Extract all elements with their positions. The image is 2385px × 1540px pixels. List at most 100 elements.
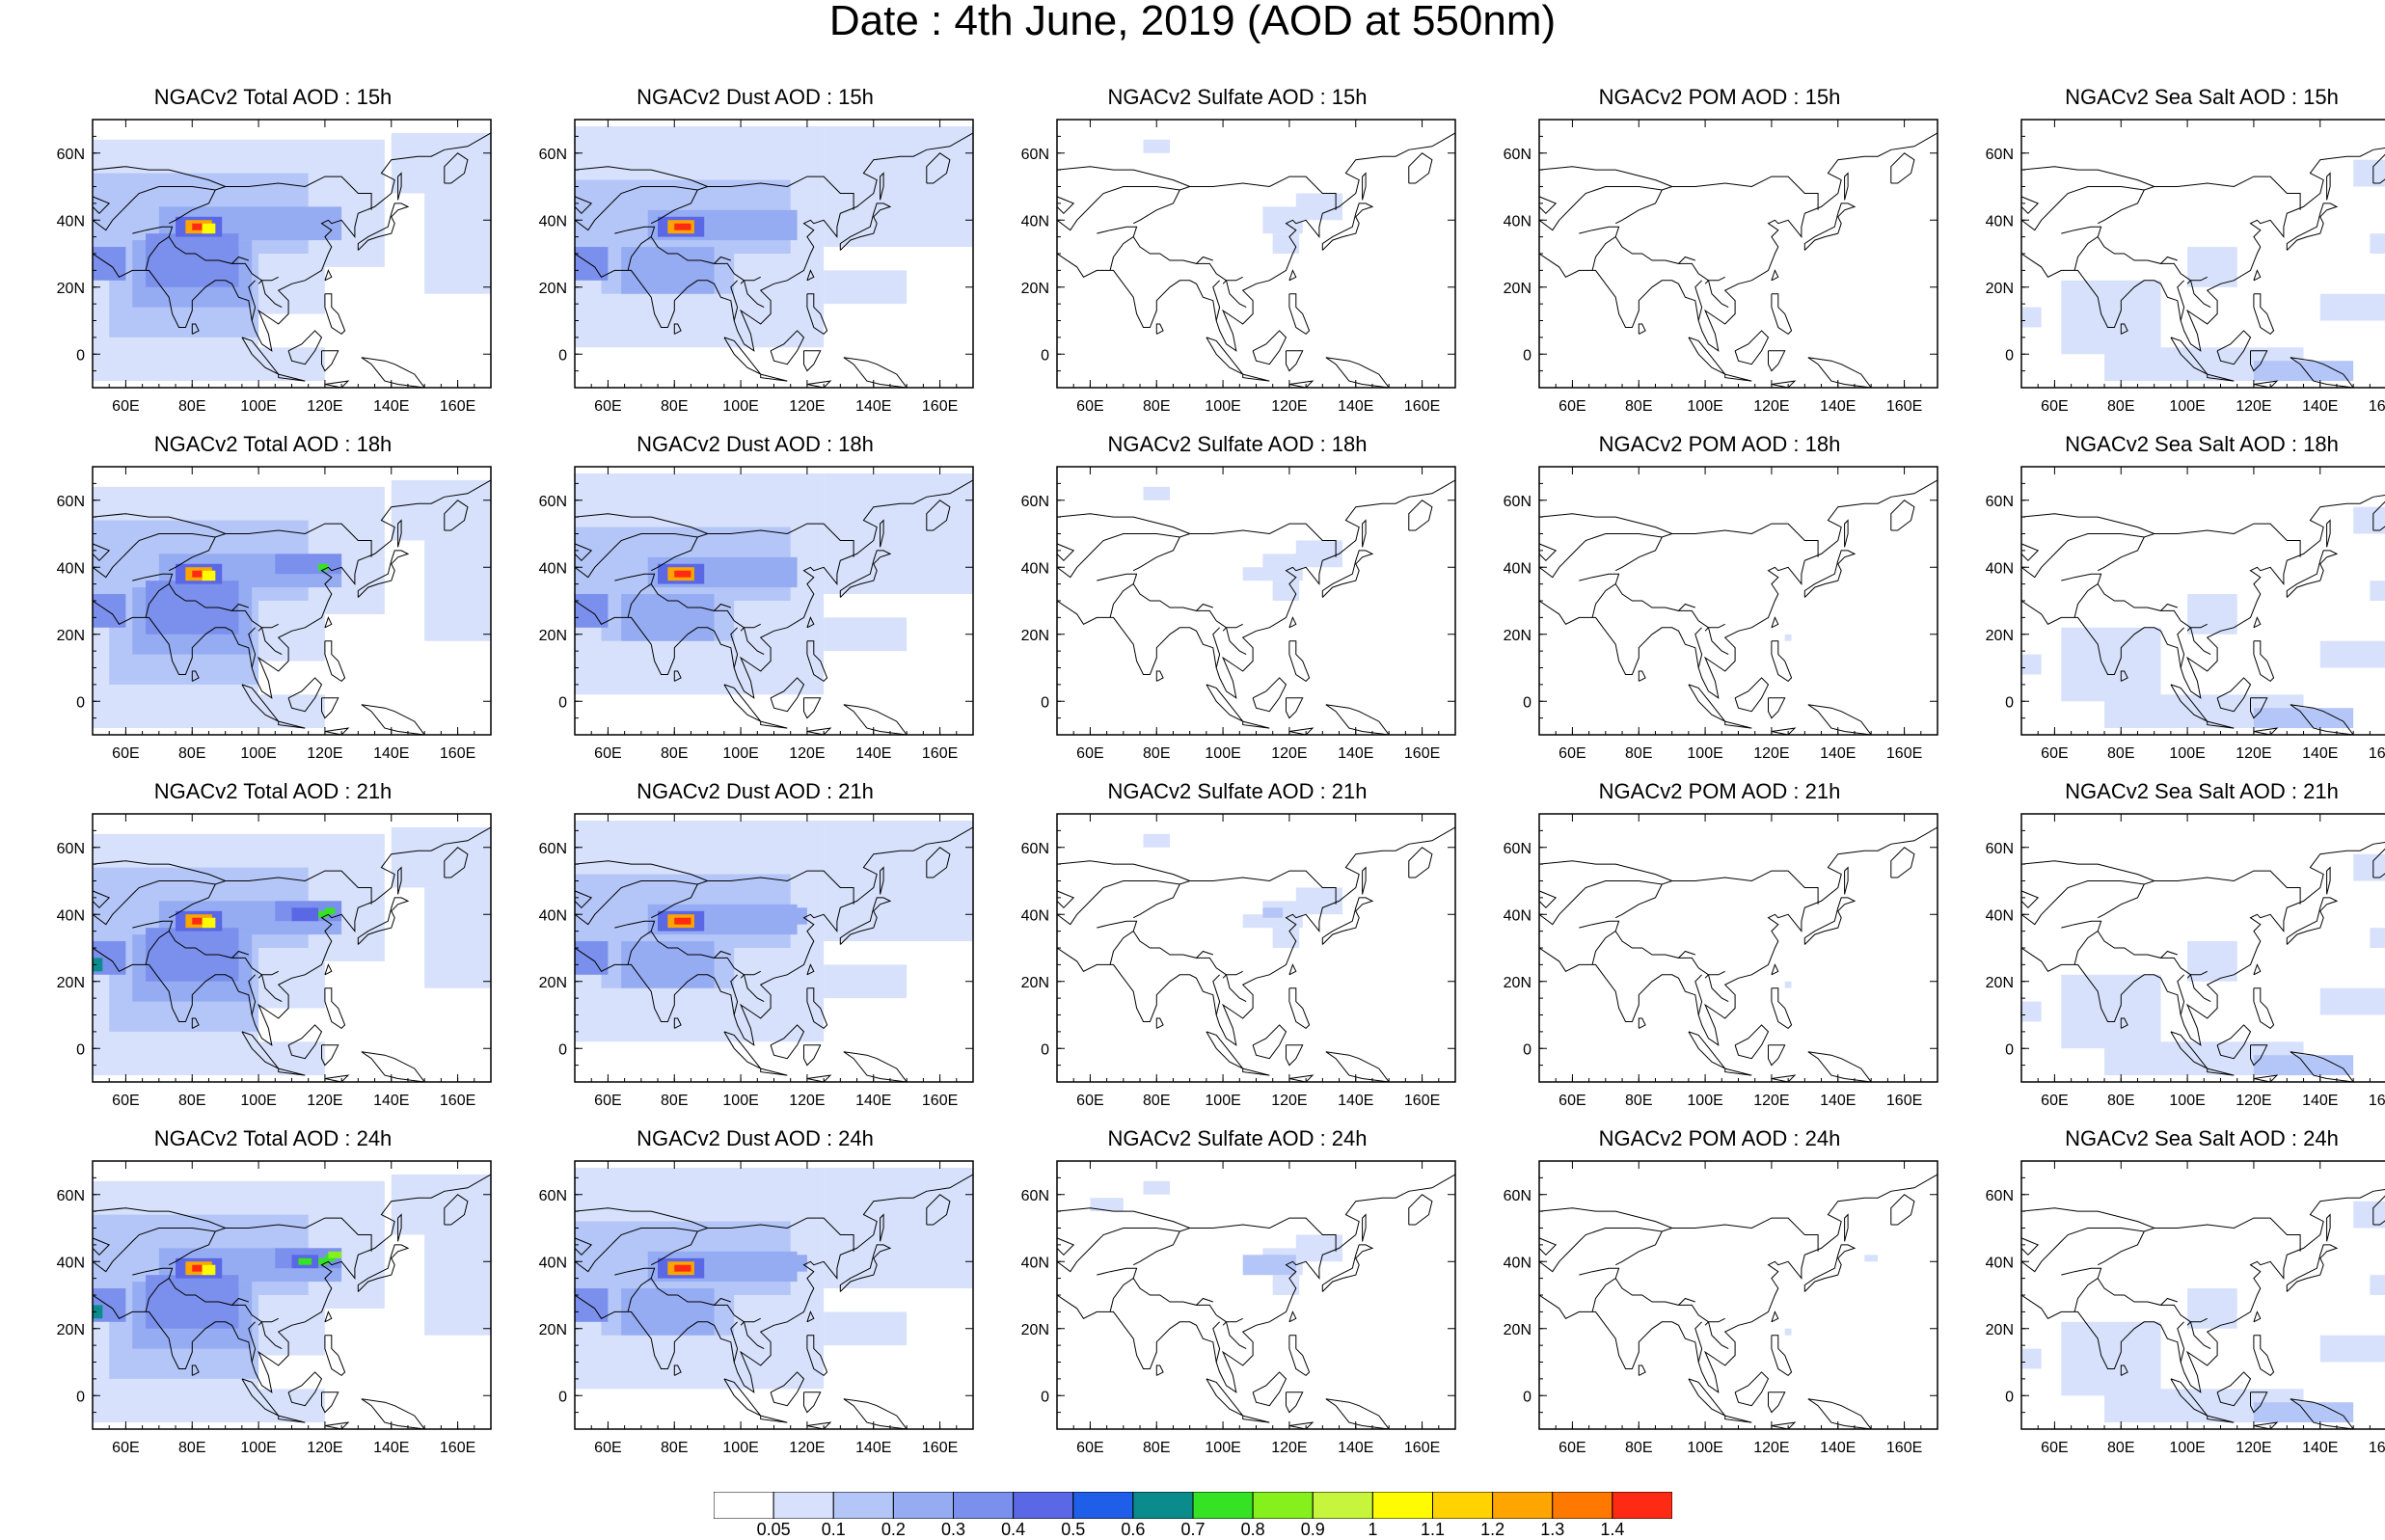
y-tick-label: 40N (539, 907, 567, 924)
coastline (93, 176, 372, 231)
coastline (2021, 176, 2301, 231)
colorbar-swatch (892, 1492, 954, 1519)
coastline (2326, 866, 2331, 895)
coastline (1688, 684, 1726, 722)
colorbar-swatch (1371, 1492, 1433, 1519)
coastline (2021, 860, 2155, 881)
colorbar-label: 0.2 (881, 1520, 906, 1539)
coastline (2186, 1317, 2208, 1326)
x-tick-label: 120E (2236, 398, 2271, 415)
aod-cell (2021, 1348, 2042, 1369)
coastline (132, 226, 174, 271)
y-tick-label: 40N (1986, 907, 2014, 924)
aod-cell (2319, 640, 2385, 668)
x-tick-label: 140E (373, 398, 409, 415)
x-tick-label: 100E (1687, 398, 1722, 415)
coastline (2120, 1364, 2128, 1376)
aod-cell (1295, 540, 1342, 568)
coastline (1844, 172, 1849, 201)
coastline (614, 226, 656, 271)
x-tick-label: 160E (1886, 1093, 1922, 1109)
coastline (926, 1194, 951, 1226)
coastline (740, 970, 761, 979)
y-tick-label: 20N (1021, 1322, 1049, 1338)
x-tick-label: 60E (594, 398, 621, 415)
x-tick-label: 100E (722, 1093, 758, 1109)
x-tick-label: 160E (440, 1440, 475, 1456)
y-tick-label: 60N (57, 1188, 85, 1204)
y-tick-label: 60N (1986, 1188, 2014, 1204)
coastline (2061, 573, 2102, 618)
coastline (1288, 1074, 1314, 1082)
aod-cell (2370, 928, 2385, 948)
coastline (650, 931, 731, 959)
coastline (93, 196, 111, 215)
coastline (575, 1237, 593, 1256)
panel-title: NGACv2 Dust AOD : 24h (637, 1126, 874, 1150)
x-tick-label: 80E (661, 1440, 688, 1456)
coastline (1890, 500, 1915, 531)
coastline (1890, 847, 1915, 878)
coastline (2021, 495, 2385, 699)
coastline (1614, 536, 1663, 572)
coastline (614, 573, 656, 618)
coastline (2253, 987, 2275, 1030)
aod-cell (621, 941, 715, 988)
y-tick-label: 0 (76, 694, 85, 711)
coastline (806, 616, 815, 629)
y-tick-label: 40N (1021, 213, 1049, 230)
aod-cell (2319, 293, 2385, 321)
coastline (1807, 1398, 1872, 1429)
panel-title: NGACv2 Dust AOD : 15h (637, 85, 874, 109)
y-tick-label: 20N (1986, 281, 2014, 297)
aod-cell (674, 1264, 691, 1272)
coastline (1734, 1024, 1770, 1060)
panel-title: NGACv2 Dust AOD : 18h (637, 432, 874, 456)
panel-title: NGACv2 Sulfate AOD : 18h (1107, 432, 1368, 456)
coastline (1771, 963, 1779, 976)
coastline (1771, 1310, 1779, 1323)
coastline (321, 697, 339, 719)
aod-cell (202, 223, 216, 234)
coastline (1844, 519, 1849, 548)
coastline (880, 172, 884, 201)
x-tick-label: 140E (373, 1093, 409, 1109)
aod-cell (93, 247, 126, 281)
coastline (1803, 897, 1857, 945)
coastline (1408, 152, 1433, 184)
map-panel: NGACv2 POM AOD : 21h 60E 80E 100E 120E 140E 16… (1493, 779, 1946, 1155)
x-tick-label: 160E (440, 398, 475, 415)
coastline (1724, 1067, 1752, 1076)
coastline (1132, 1230, 1180, 1266)
coastline (357, 203, 410, 251)
coastline (614, 920, 656, 965)
aod-cell (2061, 1321, 2161, 1396)
coastline (2186, 276, 2208, 284)
coastline (575, 890, 593, 909)
coastline (1057, 513, 1190, 534)
x-tick-label: 140E (373, 745, 409, 762)
coastline (673, 323, 682, 335)
x-tick-label: 100E (240, 1093, 276, 1109)
colorbar-swatch (1132, 1492, 1194, 1519)
colorbar-label: 0.7 (1180, 1520, 1206, 1539)
coastline (397, 866, 402, 895)
coastline (1288, 987, 1311, 1030)
coastline (806, 1074, 832, 1082)
coastline (1694, 627, 1703, 668)
coastline (2120, 1017, 2128, 1029)
aod-cell (324, 907, 336, 915)
y-tick-label: 40N (57, 213, 85, 230)
aod-cell (2370, 581, 2385, 601)
x-tick-label: 140E (1820, 398, 1856, 415)
coastline (1097, 573, 1138, 618)
coastline (575, 826, 973, 1046)
coastline (1288, 269, 1297, 282)
coastline (1057, 1237, 1075, 1256)
map-panel: NGACv2 Sulfate AOD : 24h 60E 80E 100E 120E 14… (1011, 1126, 1464, 1502)
coastline (93, 523, 372, 579)
aod-cell (2061, 627, 2161, 702)
coastline (806, 987, 828, 1030)
panel-title: NGACv2 POM AOD : 15h (1598, 85, 1841, 109)
coastline (1539, 513, 1672, 534)
